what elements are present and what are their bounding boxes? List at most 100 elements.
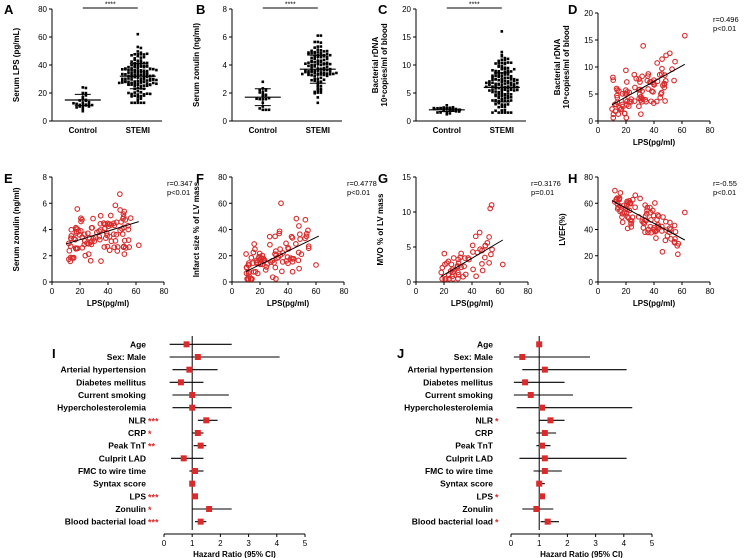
hazard-ratio-marker — [522, 379, 529, 386]
x-tick-label: 1 — [190, 539, 195, 548]
data-point — [313, 55, 316, 58]
data-point — [445, 112, 449, 116]
x-tick-label: Control — [433, 126, 461, 135]
data-point — [497, 99, 500, 103]
data-point — [445, 104, 449, 107]
hazard-ratio-marker — [177, 379, 184, 386]
data-point — [610, 77, 617, 83]
panel-b: B 0 2 4 6 8 Serum zonulin (ng/ml) Control STEMI *… — [192, 2, 342, 135]
data-point — [614, 87, 620, 93]
data-point — [117, 227, 123, 234]
data-point — [278, 268, 285, 275]
data-point — [68, 235, 75, 242]
data-point — [497, 70, 500, 73]
data-point — [319, 91, 323, 94]
data-point — [614, 94, 621, 101]
x-tick-label: 40 — [284, 287, 293, 296]
data-point — [121, 72, 124, 76]
data-point — [659, 228, 665, 234]
x-tick-label: 20 — [256, 287, 265, 296]
data-point — [133, 68, 136, 72]
data-point — [148, 67, 152, 70]
panel-j: J Age Sex: Male Arterial hypertension Diabet… — [397, 336, 655, 558]
data-point — [243, 251, 249, 257]
data-point — [130, 81, 133, 85]
data-point — [485, 81, 488, 85]
data-point — [261, 108, 265, 112]
data-point — [509, 93, 513, 96]
significance-stars: *** — [148, 492, 159, 502]
data-point — [313, 60, 316, 64]
data-point — [319, 55, 323, 59]
data-point — [497, 78, 500, 82]
significance-stars: **** — [469, 2, 480, 9]
data-point — [319, 71, 323, 74]
x-tick-label: 80 — [524, 287, 533, 296]
data-point — [296, 265, 302, 272]
data-point — [439, 264, 446, 271]
data-point — [500, 53, 504, 57]
data-point — [479, 260, 485, 267]
data-point — [297, 236, 303, 242]
x-axis-label: Hazard Ratio (95% CI) — [540, 550, 623, 558]
data-point — [121, 68, 124, 71]
data-point — [666, 225, 673, 232]
data-point — [139, 71, 143, 74]
data-point — [133, 70, 136, 74]
data-point — [491, 74, 494, 78]
x-tick-label: 0 — [414, 287, 419, 296]
data-point — [155, 82, 158, 86]
row-label: Blood bacterial load — [412, 517, 493, 527]
data-point — [516, 81, 519, 85]
data-point — [310, 56, 313, 60]
y-tick-label: 0 — [407, 117, 412, 126]
data-point — [139, 61, 143, 65]
data-point — [121, 208, 128, 215]
data-point — [638, 111, 644, 118]
data-point — [509, 70, 513, 73]
y-tick-label: 6 — [43, 199, 48, 208]
row-label: Sex: Male — [107, 352, 146, 362]
data-point — [455, 275, 461, 282]
data-point — [90, 235, 97, 242]
trend-line — [611, 200, 686, 241]
data-point — [305, 227, 311, 234]
data-point — [136, 54, 140, 58]
panel-label: E — [4, 171, 13, 186]
data-point — [136, 59, 140, 63]
data-point — [264, 94, 268, 97]
data-point — [303, 230, 310, 237]
data-point — [451, 105, 455, 109]
data-point — [497, 61, 500, 65]
data-point — [130, 75, 133, 79]
data-point — [313, 77, 316, 80]
significance-stars: *** — [148, 518, 159, 528]
data-point — [148, 92, 152, 96]
data-point — [489, 246, 495, 253]
data-point — [494, 98, 497, 102]
y-axis-label: Serum zonulin (ng/ml) — [12, 187, 21, 271]
data-point — [313, 65, 316, 68]
data-point — [491, 88, 494, 91]
data-point — [250, 249, 257, 256]
data-point — [640, 43, 647, 49]
p-value: p<0.01 — [713, 188, 736, 197]
y-tick-label: 0 — [223, 278, 228, 287]
data-point — [322, 66, 326, 70]
data-point — [448, 261, 455, 268]
data-point — [662, 218, 669, 225]
data-point — [112, 202, 119, 209]
x-tick-label: 5 — [650, 539, 655, 548]
data-point — [130, 67, 133, 70]
data-point — [139, 69, 143, 72]
hazard-ratio-marker — [180, 455, 187, 462]
data-point — [322, 58, 326, 62]
data-point — [448, 112, 452, 115]
data-point — [494, 82, 497, 86]
hazard-ratio-marker — [536, 341, 543, 348]
data-point — [509, 88, 513, 92]
data-point — [130, 53, 133, 57]
data-point — [77, 228, 84, 234]
data-point — [133, 91, 136, 94]
data-point — [316, 40, 320, 44]
